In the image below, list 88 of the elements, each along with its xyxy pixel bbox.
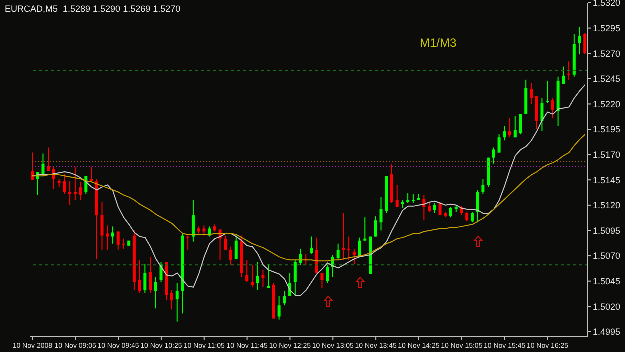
candlestick <box>562 66 566 84</box>
candlestick <box>438 202 442 216</box>
candlestick <box>428 202 432 214</box>
candlestick <box>31 152 34 181</box>
y-tick-label: 1.4995 <box>593 327 621 338</box>
candlestick <box>278 296 281 320</box>
candlestick <box>144 264 147 294</box>
candlestick <box>540 98 544 132</box>
y-tick-label: 1.5270 <box>593 48 621 59</box>
y-tick-label: 1.5145 <box>593 175 621 186</box>
candlestick <box>122 238 126 250</box>
y-tick-label: 1.5120 <box>593 200 621 211</box>
y-tick-label: 1.5070 <box>593 251 621 262</box>
y-tick-label: 1.5320 <box>593 0 621 8</box>
candlestick <box>326 264 330 284</box>
candlestick <box>498 134 501 154</box>
candlestick <box>568 61 571 80</box>
candlestick <box>406 192 410 204</box>
annotation: M1/M3 <box>420 36 457 50</box>
candlestick <box>364 217 367 242</box>
candlestick <box>192 200 195 242</box>
y-tick-label: 1.5220 <box>593 99 621 110</box>
candlestick <box>106 225 110 250</box>
candlestick <box>470 212 474 224</box>
candlestick <box>116 231 120 250</box>
candlestick <box>234 235 238 260</box>
candlestick <box>546 80 550 104</box>
candlestick <box>508 118 512 138</box>
y-tick-label: 1.5295 <box>593 24 621 34</box>
y-tick-label: 1.5020 <box>593 302 621 312</box>
candlestick <box>380 196 383 232</box>
candlestick <box>374 216 378 238</box>
line-series <box>32 84 586 296</box>
candlestick <box>230 246 233 266</box>
candlestick <box>320 272 324 289</box>
candlestick <box>310 236 313 255</box>
candlestick <box>208 226 212 238</box>
candlestick <box>111 226 114 244</box>
candlestick <box>519 114 522 136</box>
candlestick <box>396 184 399 208</box>
candlestick <box>348 236 351 261</box>
candlestick <box>42 153 45 177</box>
candlestick <box>154 276 158 310</box>
candlestick <box>476 190 480 224</box>
candlestick <box>170 290 174 310</box>
candlestick <box>90 166 94 182</box>
candlestick <box>138 260 142 294</box>
candlestick <box>492 147 496 164</box>
candlestick <box>262 270 265 288</box>
candlestick <box>267 264 270 289</box>
candlestick <box>68 180 72 206</box>
candlestick <box>74 166 77 201</box>
candlestick <box>584 32 587 56</box>
candlestick <box>294 260 297 298</box>
candlestick <box>63 174 66 195</box>
candlestick <box>100 202 104 250</box>
candlestick <box>482 178 485 195</box>
candlestick <box>149 256 152 294</box>
candlestick <box>433 202 436 214</box>
candlestick <box>450 206 452 218</box>
candlestick <box>352 248 356 265</box>
candlestick <box>530 82 533 105</box>
y-tick-label: 1.5195 <box>593 124 621 135</box>
candlestick <box>186 235 190 250</box>
candlestick <box>84 176 88 195</box>
candlestick <box>503 126 506 142</box>
candlestick <box>578 26 582 56</box>
candlestick <box>514 116 517 138</box>
candlestick <box>47 147 50 172</box>
candlestick <box>412 194 415 204</box>
candlestick <box>224 235 228 250</box>
candlestick <box>176 282 179 322</box>
chart-title: EURCAD,M5 1.5289 1.5290 1.5269 1.5270 <box>5 4 181 14</box>
candlestick <box>246 260 249 283</box>
candlestick <box>336 243 340 260</box>
y-tick-label: 1.5170 <box>593 150 621 160</box>
candlestick <box>315 237 318 274</box>
y-tick-label: 1.5045 <box>593 276 621 287</box>
candlestick <box>79 182 82 201</box>
candlestick <box>551 98 554 119</box>
y-tick-label: 1.5095 <box>593 226 621 236</box>
candlestick <box>256 262 260 291</box>
y-tick-label: 1.5245 <box>593 74 621 84</box>
candlestick <box>202 225 206 236</box>
candlestick <box>466 212 469 222</box>
candlestick <box>283 290 286 306</box>
candlestick <box>342 213 346 261</box>
candlestick <box>250 264 254 288</box>
